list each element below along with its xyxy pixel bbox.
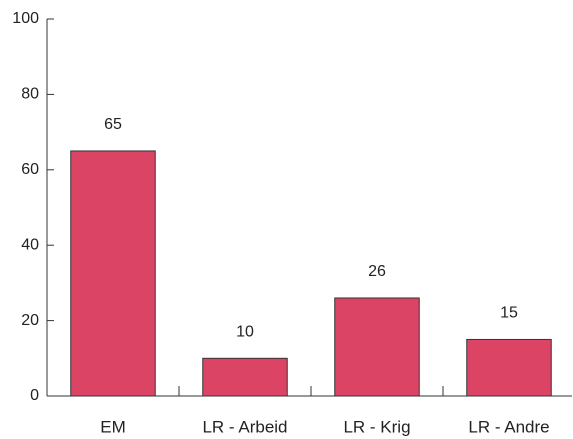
- data-label: 15: [500, 305, 518, 322]
- y-tick-label: 100: [12, 10, 39, 27]
- bar: [466, 338, 552, 397]
- data-label: 65: [104, 116, 122, 133]
- x-tick-label: EM: [100, 417, 126, 436]
- bar: [70, 150, 156, 397]
- x-tick-label: LR - Andre: [468, 417, 549, 436]
- data-label: 26: [368, 263, 386, 280]
- bar: [334, 297, 420, 397]
- x-tick-label: LR - Arbeid: [202, 417, 287, 436]
- y-tick-label: 60: [21, 161, 39, 178]
- y-tick-label: 20: [21, 312, 39, 329]
- y-tick-label: 0: [30, 387, 39, 404]
- data-label: 10: [236, 324, 254, 341]
- y-tick-label: 40: [21, 236, 39, 253]
- x-tick-label: LR - Krig: [343, 417, 410, 436]
- y-tick-label: 80: [21, 86, 39, 103]
- bar: [202, 357, 288, 397]
